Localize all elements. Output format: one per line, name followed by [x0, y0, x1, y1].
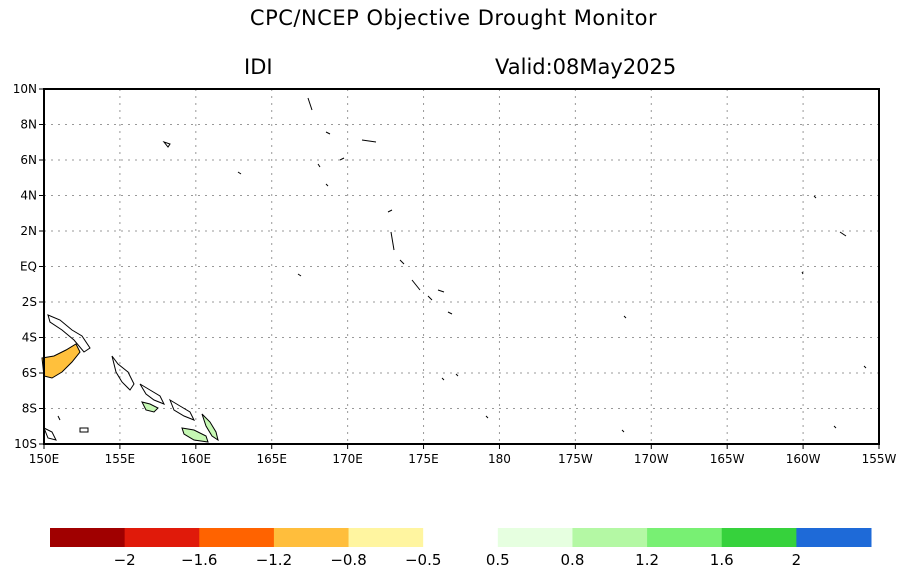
lat-tick-label: 4S	[22, 331, 37, 345]
island-marshall-4	[317, 163, 321, 168]
lon-tick-label: 160W	[786, 452, 821, 466]
colorbar-swatch	[348, 528, 424, 547]
island-marshall-2	[325, 131, 331, 135]
lon-tick-label: 170E	[332, 452, 363, 466]
coastlines	[41, 97, 867, 443]
lon-tick-label: 150E	[29, 452, 60, 466]
island-gilbert-6	[437, 289, 445, 293]
lat-tick-label: 10S	[14, 437, 37, 451]
colorbar-swatch	[647, 528, 723, 547]
island-guadalcanal	[181, 427, 209, 443]
map-frame	[43, 88, 880, 445]
lon-tick-label: 170W	[634, 452, 669, 466]
gridlines	[44, 89, 879, 444]
colorbar-label: −0.8	[330, 551, 366, 569]
map-title: CPC/NCEP Objective Drought Monitor	[249, 6, 658, 30]
island-marshall-5	[339, 157, 345, 161]
island-line-5	[833, 425, 837, 429]
island-small-4	[237, 171, 242, 175]
lon-tick-label: 165E	[256, 452, 287, 466]
colorbar-swatch	[572, 528, 648, 547]
colorbar-swatch	[273, 528, 350, 547]
lat-tick-label: 6S	[22, 366, 37, 380]
colorbar-label: 1.6	[710, 551, 734, 569]
island-gilbert-2	[390, 231, 395, 251]
colorbar-label: −1.2	[256, 551, 292, 569]
island-new-georgia	[141, 401, 159, 413]
colorbar-swatch	[796, 528, 872, 547]
colorbar-swatch	[497, 528, 573, 547]
island-sw	[43, 426, 57, 441]
lon-tick-label: 160E	[181, 452, 212, 466]
island-line-4	[863, 365, 867, 369]
island-marshall-1	[307, 97, 313, 111]
lon-tick-label: 165W	[710, 452, 745, 466]
valid-date: Valid:08May2025	[495, 55, 677, 79]
lon-tick-label: 175W	[558, 452, 593, 466]
index-name: IDI	[244, 55, 273, 79]
island-phoenix	[623, 315, 627, 319]
island-santa-isabel	[168, 398, 196, 421]
lon-tick-label: 175E	[408, 452, 439, 466]
island-tuvalu-3	[455, 373, 459, 377]
lat-tick-label: 10N	[13, 82, 37, 96]
lat-tick-label: 2S	[22, 295, 37, 309]
island-gilbert-4	[411, 279, 421, 291]
island-tokelau	[621, 429, 625, 433]
lon-tick-label: 155W	[862, 452, 897, 466]
island-gilbert-1	[387, 209, 393, 213]
lat-tick-label: 8S	[22, 402, 37, 416]
colorbar-swatch	[50, 528, 126, 547]
lat-tick-label: 6N	[20, 153, 37, 167]
island-tuvalu-1	[447, 311, 453, 315]
colorbar-label: −0.5	[405, 551, 441, 569]
island-small-5	[297, 273, 302, 277]
island-marshall-3	[361, 139, 377, 143]
colorbar-label: 0.5	[486, 551, 510, 569]
lon-tick-label: 180	[488, 452, 511, 466]
lat-tick-label: EQ	[20, 260, 37, 274]
lat-tick-label: 4N	[20, 189, 37, 203]
lat-tick-label: 8N	[20, 118, 37, 132]
island-small-1	[79, 427, 89, 433]
island-bougainville	[111, 355, 135, 391]
colorbar-label: 1.2	[635, 551, 659, 569]
island-tuvalu-4	[485, 415, 489, 419]
colorbar-swatch	[199, 528, 275, 547]
island-malaita	[201, 413, 219, 442]
colorbar-label: 2	[792, 551, 802, 569]
colorbar-swatch	[721, 528, 797, 547]
island-choiseul	[139, 383, 166, 405]
island-gilbert-3	[399, 259, 405, 265]
island-line-3	[801, 271, 804, 275]
colorbar-swatch	[124, 528, 200, 547]
colorbar-label: 0.8	[561, 551, 585, 569]
island-new-britain	[41, 343, 81, 379]
colorbar-label: −2	[114, 551, 136, 569]
colorbar-swatch	[423, 528, 499, 547]
island-line-2	[839, 231, 847, 237]
island-marshall-6	[325, 183, 329, 187]
island-tuvalu-2	[441, 377, 445, 381]
lat-tick-label: 2N	[20, 224, 37, 238]
island-small-2	[57, 415, 61, 421]
colorbar: −2 −1.6 −1.2 −0.8 −0.5 0.5 0.8 1.2 1.6 2	[50, 528, 872, 569]
lon-tick-label: 155E	[105, 452, 136, 466]
island-gilbert-5	[427, 295, 433, 301]
island-line-1	[813, 195, 817, 199]
island-new-ireland	[47, 314, 91, 353]
island-small-3	[162, 140, 171, 148]
colorbar-label: −1.6	[181, 551, 217, 569]
